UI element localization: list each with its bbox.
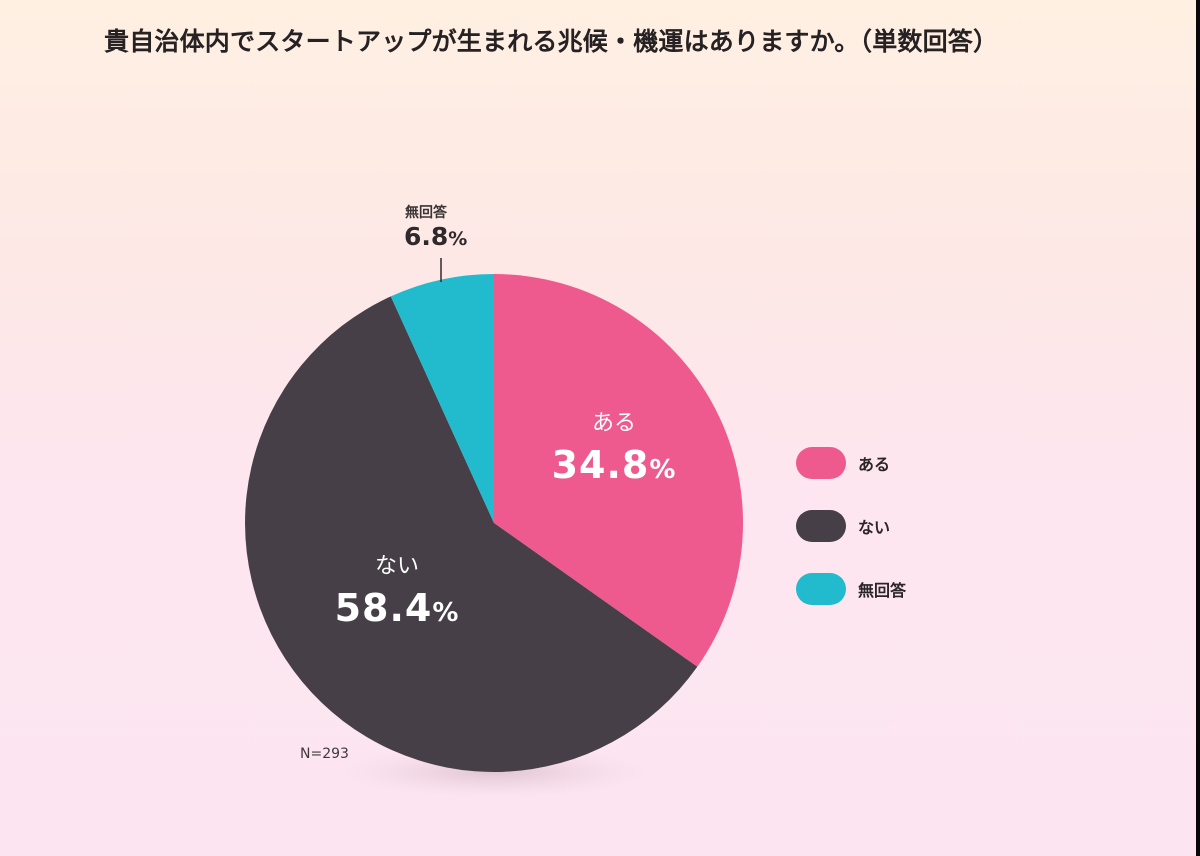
legend-item-mukaito[interactable]: 無回答 (796, 572, 906, 606)
slice-aru[interactable] (494, 274, 744, 667)
pie-shadow (334, 746, 654, 798)
legend-item-aru[interactable]: ある (796, 446, 906, 480)
chart-title: 貴自治体内でスタートアップが生まれる兆候・機運はありますか。（単数回答） (104, 27, 999, 56)
slice-aru-label: ある 34.8% (552, 405, 677, 487)
sample-size-note: N=293 (300, 746, 349, 762)
window-edge (1196, 0, 1200, 856)
slice-aru-name: ある (591, 411, 637, 436)
legend-label-aru: ある (858, 455, 891, 474)
slice-nai-name: ない (374, 554, 420, 579)
callout-mukaito-label: 無回答 (405, 205, 447, 221)
legend-label-mukaito: 無回答 (858, 581, 907, 600)
slice-nai[interactable] (245, 296, 698, 772)
legend: ある ない 無回答 (796, 446, 906, 635)
slice-mukaito[interactable] (390, 274, 494, 523)
legend-item-nai[interactable]: ない (796, 509, 906, 543)
slice-nai-value: 58.4% (334, 586, 460, 630)
legend-swatch-mukaito (796, 573, 846, 605)
slice-nai-label: ない 58.4% (335, 548, 460, 630)
callout-mukaito-value: 6.8% (404, 222, 468, 251)
legend-swatch-nai (796, 510, 846, 542)
slice-aru-value: 34.8% (551, 443, 677, 487)
legend-label-nai: ない (858, 518, 891, 537)
legend-swatch-aru (796, 447, 846, 479)
